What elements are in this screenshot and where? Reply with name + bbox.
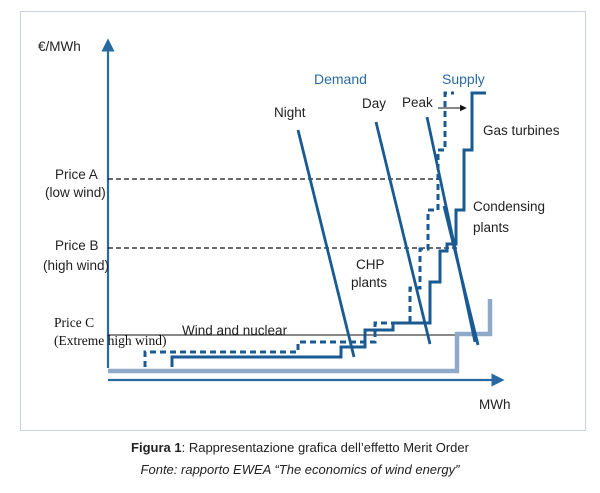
supply-curve-extreme-wind [108,299,493,374]
merit-order-figure: €/MWh MWh Price A (low wind) Price B (hi… [20,11,586,431]
condensing-label: Condensing [473,199,545,214]
chp-sublabel: plants [351,275,387,290]
figure-caption: Figura 1: Rappresentazione grafica dell’… [0,437,600,481]
caption-source: Fonte: rapporto EWEA “The economics of w… [140,462,460,477]
supply-curve-high-wind [170,91,486,367]
price-c-label: Price C [54,315,94,330]
demand-curve-day [374,121,432,345]
caption-description: : Rappresentazione grafica dell’effetto … [181,440,469,455]
demand-curve-steep [442,205,480,346]
condensing-sublabel: plants [473,220,509,235]
supply-curve-low-wind [143,91,454,367]
supply-label: Supply [442,71,485,87]
x-axis-label: MWh [479,397,511,412]
price-a-sublabel: (low wind) [45,185,106,200]
chp-label: CHP [356,257,385,272]
y-axis-label: €/MWh [38,39,81,54]
price-c-sublabel: (Extreme high wind) [54,333,166,348]
demand-curve-night [296,129,356,358]
gas-turbines-label: Gas turbines [483,123,560,138]
price-a-label: Price A [55,167,98,182]
day-label: Day [362,96,386,111]
price-b-sublabel: (high wind) [43,258,109,273]
figure-frame [20,11,586,431]
caption-figure-number: Figura 1 [131,440,182,455]
wind-nuclear-label: Wind and nuclear [182,323,288,338]
demand-label: Demand [314,71,367,87]
night-label: Night [274,105,306,120]
price-b-label: Price B [55,238,99,253]
peak-label: Peak [402,95,433,110]
caption-title: Figura 1: Rappresentazione grafica dell’… [0,437,600,459]
